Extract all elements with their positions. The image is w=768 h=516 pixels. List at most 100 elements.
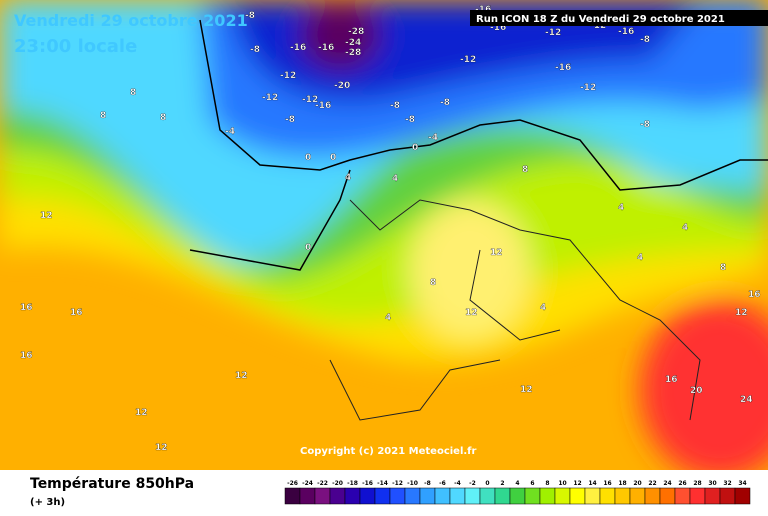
scale-swatch <box>689 487 706 505</box>
contour-label: 24 <box>740 395 753 405</box>
scale-swatch <box>299 487 316 505</box>
time-label: 23:00 locale <box>14 36 137 57</box>
scale-swatch <box>464 487 481 505</box>
contour-label: -28 <box>345 48 361 58</box>
contour-label: 4 <box>385 313 391 323</box>
contour-label: -8 <box>245 11 255 21</box>
scale-label: 14 <box>588 480 596 487</box>
contour-label: 8 <box>160 113 166 123</box>
contour-label: 0 <box>412 143 418 153</box>
scale-swatch <box>614 487 631 505</box>
scale-swatch <box>389 487 406 505</box>
scale-label: 20 <box>633 480 641 487</box>
contour-label: 12 <box>490 248 503 258</box>
contour-label: 12 <box>735 308 748 318</box>
scale-swatch <box>509 487 526 505</box>
contour-label: -8 <box>640 35 650 45</box>
contour-label: -8 <box>405 115 415 125</box>
footer-title: Température 850hPa <box>30 476 194 492</box>
contour-label: -4 <box>428 133 438 143</box>
contour-label: 8 <box>130 88 136 98</box>
scale-label: 2 <box>500 480 504 487</box>
run-banner <box>470 10 768 26</box>
contour-label: 8 <box>522 165 528 175</box>
scale-label: -20 <box>332 480 343 487</box>
scale-label: -4 <box>454 480 461 487</box>
contour-label: 12 <box>155 443 168 453</box>
scale-swatch <box>674 487 691 505</box>
scale-label: 0 <box>485 480 489 487</box>
contour-label: -8 <box>440 98 450 108</box>
contour-label: 4 <box>345 173 351 183</box>
scale-label: -24 <box>302 480 313 487</box>
run-label: Run ICON 18 Z du Vendredi 29 octobre 202… <box>476 14 725 25</box>
scale-swatch <box>329 487 346 505</box>
date-label: Vendredi 29 octobre 2021 <box>14 11 248 30</box>
contour-label: -16 <box>618 27 634 37</box>
temperature-field <box>0 0 768 480</box>
contour-label: -12 <box>545 28 561 38</box>
contour-label: 4 <box>682 223 688 233</box>
contour-label: 8 <box>430 278 436 288</box>
scale-swatch <box>404 487 421 505</box>
scale-label: 6 <box>530 480 534 487</box>
scale-label: 10 <box>558 480 566 487</box>
contour-label: -12 <box>262 93 278 103</box>
scale-label: 30 <box>708 480 716 487</box>
scale-swatch <box>344 487 361 505</box>
contour-label: -8 <box>640 120 650 130</box>
contour-label: 16 <box>70 308 83 318</box>
scale-label: 24 <box>663 480 671 487</box>
scale-swatch <box>659 487 676 505</box>
scale-label: -2 <box>469 480 476 487</box>
color-scale: -26 -24 -22 -20 -18 -16 -14 -12 -10 -8 -6 -4 -2 0 2 4 6 8… <box>284 480 751 505</box>
scale-swatch <box>569 487 586 505</box>
contour-label: -28 <box>348 27 364 37</box>
contour-label: 12 <box>235 371 248 381</box>
contour-label: 16 <box>748 290 761 300</box>
scale-swatch <box>449 487 466 505</box>
scale-label: 22 <box>648 480 656 487</box>
contour-label: 4 <box>392 174 398 184</box>
scale-swatch <box>539 487 556 505</box>
scale-swatch <box>644 487 661 505</box>
scale-swatch <box>554 487 571 505</box>
contour-label: 16 <box>20 303 33 313</box>
contour-label: 20 <box>690 386 703 396</box>
contour-label: -4 <box>225 127 235 137</box>
scale-label: -10 <box>407 480 418 487</box>
scale-swatch <box>419 487 436 505</box>
scale-label: -8 <box>424 480 431 487</box>
scale-label: -18 <box>347 480 358 487</box>
scale-swatch <box>434 487 451 505</box>
scale-label: -16 <box>362 480 373 487</box>
contour-label: 16 <box>665 375 678 385</box>
footer-step: (+ 3h) <box>30 497 65 508</box>
copyright: Copyright (c) 2021 Meteociel.fr <box>300 446 477 457</box>
contour-label: -20 <box>334 81 350 91</box>
contour-label: -16 <box>490 23 506 33</box>
scale-swatch <box>584 487 601 505</box>
scale-swatch <box>719 487 736 505</box>
contour-label: -8 <box>250 45 260 55</box>
scale-label: 18 <box>618 480 626 487</box>
scale-label: 16 <box>603 480 611 487</box>
contour-label: 4 <box>618 203 624 213</box>
scale-label: 12 <box>573 480 581 487</box>
scale-swatch <box>284 487 301 505</box>
contour-label: 12 <box>520 385 533 395</box>
scale-swatch <box>374 487 391 505</box>
scale-label: 4 <box>515 480 519 487</box>
contour-label: 4 <box>540 303 546 313</box>
contour-label: 8 <box>100 111 106 121</box>
contour-label: 12 <box>135 408 148 418</box>
contour-label: -16 <box>555 63 571 73</box>
contour-label: -8 <box>285 115 295 125</box>
scale-label: -6 <box>439 480 446 487</box>
contour-label: -16 <box>315 101 331 111</box>
scale-label: -14 <box>377 480 388 487</box>
scale-label: 26 <box>678 480 686 487</box>
scale-swatch <box>359 487 376 505</box>
scale-label: 28 <box>693 480 701 487</box>
scale-label: 8 <box>545 480 549 487</box>
